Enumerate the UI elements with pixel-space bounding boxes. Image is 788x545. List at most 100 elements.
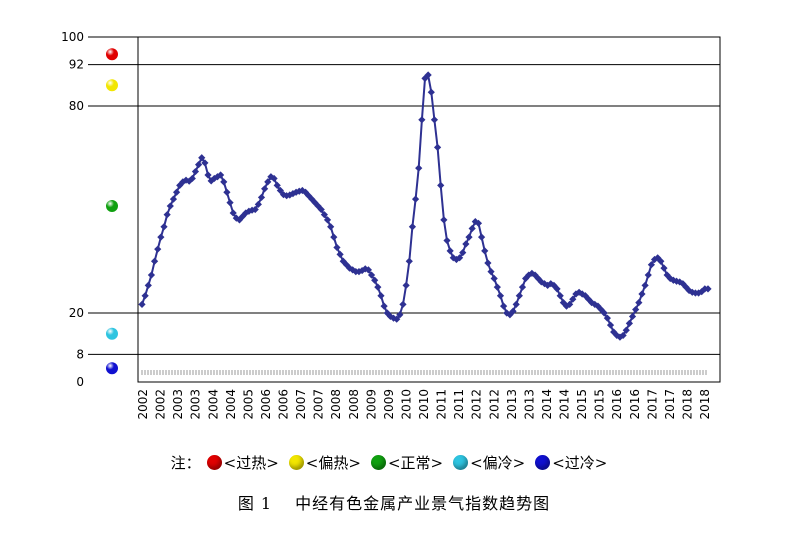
band-indicator-dot <box>106 79 118 92</box>
data-point <box>443 236 451 245</box>
data-point <box>317 205 325 214</box>
data-point <box>632 305 640 314</box>
blue-dot-icon <box>535 454 551 470</box>
data-point <box>195 161 203 169</box>
data-point <box>169 195 178 203</box>
data-point <box>408 223 417 231</box>
data-point <box>518 283 527 291</box>
data-point <box>559 299 567 307</box>
x-tick-label: 2010 <box>417 389 431 420</box>
data-point <box>606 321 615 329</box>
x-tick-label-layer: 2002 2002 2003 2003 2004 2004 2005 2006 2006 2007… <box>136 389 712 420</box>
data-point <box>367 271 376 279</box>
x-tick-label: 2008 <box>329 389 343 420</box>
data-point <box>490 274 498 283</box>
data-point <box>679 280 687 288</box>
data-point <box>459 249 467 257</box>
data-point <box>553 285 561 293</box>
data-point <box>550 281 558 289</box>
x-tick-label: 2012 <box>470 389 484 420</box>
green-dot-icon <box>370 454 386 470</box>
data-point <box>415 164 423 172</box>
data-point <box>405 257 413 265</box>
data-point <box>641 281 649 289</box>
x-tick-label: 2009 <box>382 389 396 420</box>
data-point <box>166 202 174 210</box>
data-point <box>163 211 171 219</box>
data-point <box>138 300 146 308</box>
band-indicator-dot <box>106 48 118 61</box>
data-point <box>484 259 492 267</box>
data-point <box>286 191 294 199</box>
data-point <box>506 311 514 319</box>
data-point <box>393 315 401 323</box>
data-point <box>374 283 382 291</box>
data-point <box>569 295 577 303</box>
y-tick-label: 80 <box>69 99 84 113</box>
data-point <box>198 154 206 162</box>
axis-layer: 0 8 20 80 92 100 <box>61 30 721 389</box>
data-point <box>657 257 665 265</box>
data-point <box>418 116 426 124</box>
data-point <box>264 178 272 186</box>
data-point <box>402 281 410 289</box>
x-tick-label: 2013 <box>505 389 519 420</box>
data-point <box>635 299 643 307</box>
series-line <box>141 72 708 339</box>
legend-item-cool: <偏冷> <box>453 452 525 473</box>
data-point <box>147 271 156 279</box>
data-point <box>654 254 662 262</box>
data-point <box>540 280 549 288</box>
band-indicator-dot <box>106 200 118 213</box>
data-point <box>487 268 495 276</box>
data-point <box>191 167 200 176</box>
legend: 注： <过热> <偏热> <正常> <偏冷> <过冷> <box>0 449 788 475</box>
data-point <box>672 277 681 285</box>
data-point <box>389 314 398 322</box>
data-point <box>455 254 464 262</box>
data-point <box>597 305 605 314</box>
data-point <box>572 290 580 298</box>
data-point <box>613 331 621 340</box>
y-tick-label: 8 <box>76 347 84 361</box>
data-point <box>424 71 432 79</box>
x-tick-label: 2005 <box>241 389 255 420</box>
data-point <box>446 247 454 255</box>
x-tick-label: 2014 <box>558 389 572 420</box>
legend-item-warm: <偏热> <box>288 452 361 473</box>
data-point <box>333 243 341 252</box>
data-point <box>327 223 335 231</box>
yellow-dot-icon <box>288 454 304 470</box>
data-point <box>320 211 328 219</box>
x-tick-label: 2004 <box>224 389 238 420</box>
data-point <box>496 292 505 300</box>
data-point <box>600 309 608 317</box>
data-point <box>509 307 517 315</box>
band-indicator-dot <box>106 362 118 375</box>
data-point <box>336 250 344 258</box>
data-point <box>515 292 523 300</box>
data-point <box>474 219 483 227</box>
y-tick-label: 92 <box>69 58 84 72</box>
x-tick-label: 2002 <box>154 389 168 420</box>
data-point <box>427 88 435 96</box>
data-point <box>283 192 291 200</box>
data-point <box>688 288 696 296</box>
data-point <box>172 188 181 196</box>
data-point <box>660 264 668 272</box>
data-point <box>647 261 655 269</box>
x-tick-label: 2018 <box>680 389 694 420</box>
x-tick-label: 2018 <box>698 389 712 420</box>
x-tick-label: 2017 <box>645 389 659 420</box>
data-point <box>591 300 599 308</box>
data-point <box>399 300 407 308</box>
data-point <box>217 171 225 179</box>
data-point <box>267 173 275 181</box>
x-tick-label: 2011 <box>452 389 466 420</box>
plot-frame <box>137 36 721 383</box>
data-point <box>440 216 448 224</box>
data-point <box>411 195 420 203</box>
data-point <box>616 333 624 341</box>
data-point <box>254 200 262 208</box>
x-tick-label: 2006 <box>259 389 273 420</box>
